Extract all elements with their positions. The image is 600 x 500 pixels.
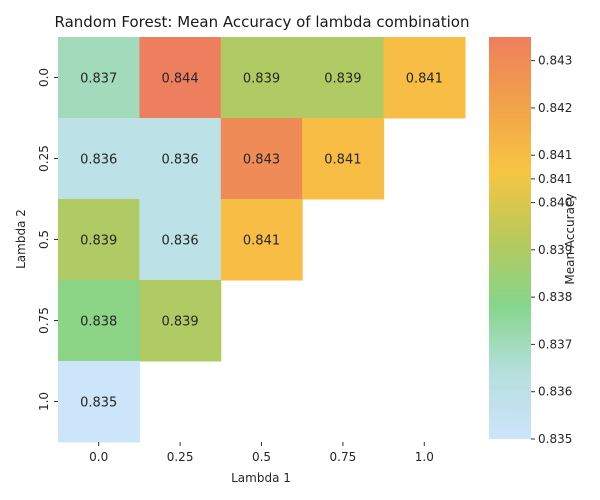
cell-value-label: 0.841	[406, 72, 443, 87]
heatmap-cell	[220, 199, 303, 281]
heatmap-cell	[58, 199, 140, 281]
heatmap-cell	[139, 199, 222, 281]
colorbar-tick-label: 0.843	[538, 54, 572, 68]
cell-value-label: 0.836	[161, 153, 198, 168]
colorbar-tick-label: 0.835	[538, 432, 572, 446]
heatmap-cell	[220, 118, 303, 200]
y-axis-label: Lambda 2	[14, 209, 28, 269]
colorbar-tick-label: 0.838	[538, 290, 572, 304]
heatmap-cell	[139, 280, 222, 362]
y-tick-label: 0.5	[37, 230, 51, 249]
y-tick-label: 0.75	[37, 307, 51, 334]
heatmap-cell	[139, 118, 222, 200]
heatmap-cell	[58, 280, 140, 362]
colorbar-tick-label: 0.841	[538, 172, 572, 186]
heatmap-cell	[139, 37, 222, 119]
cell-value-label: 0.839	[324, 72, 361, 87]
cell-value-label: 0.835	[80, 396, 117, 411]
heatmap-cells: 0.837 0.844 0.839 0.839 0.841 0.836 0.836 0.843…	[58, 37, 466, 443]
cell-value-label: 0.843	[243, 153, 280, 168]
colorbar-tick-label: 0.842	[538, 101, 572, 115]
cell-value-label: 0.838	[80, 315, 117, 330]
y-tick-label: 0.25	[37, 145, 51, 172]
heatmap-cell	[58, 118, 140, 200]
colorbar	[489, 37, 531, 439]
heatmap-cell	[383, 37, 466, 119]
colorbar-tick-label: 0.841	[538, 148, 572, 162]
x-axis-ticks: 0.0 0.25 0.5 0.75 1.0	[89, 442, 434, 464]
cell-value-label: 0.837	[80, 72, 117, 87]
cell-value-label: 0.836	[80, 153, 117, 168]
x-tick-label: 0.0	[89, 450, 108, 464]
x-tick-label: 1.0	[415, 450, 434, 464]
heatmap-cell	[220, 37, 303, 119]
y-tick-label: 0.0	[37, 68, 51, 87]
cell-value-label: 0.841	[243, 234, 280, 249]
x-tick-label: 0.25	[167, 450, 194, 464]
colorbar-ticks: 0.835 0.836 0.837 0.838 0.839 0.840 0.841 0.841…	[531, 54, 572, 446]
x-axis-label: Lambda 1	[231, 471, 291, 485]
heatmap-cell	[302, 118, 385, 200]
chart-title: Random Forest: Mean Accuracy of lambda c…	[55, 13, 470, 31]
cell-value-label: 0.836	[161, 234, 198, 249]
colorbar-tick-label: 0.839	[538, 243, 572, 257]
cell-value-label: 0.839	[243, 72, 280, 87]
heatmap-cell	[58, 361, 140, 443]
cell-value-label: 0.844	[161, 72, 198, 87]
y-axis-ticks: 0.0 0.25 0.5 0.75 1.0	[37, 68, 58, 411]
x-tick-label: 0.5	[252, 450, 271, 464]
colorbar-tick-label: 0.836	[538, 385, 572, 399]
colorbar-tick-label: 0.840	[538, 196, 572, 210]
heatmap-cell	[302, 37, 385, 119]
heatmap-cell	[58, 37, 140, 119]
cell-value-label: 0.839	[161, 315, 198, 330]
y-tick-label: 1.0	[37, 392, 51, 411]
x-tick-label: 0.75	[330, 450, 357, 464]
colorbar-label: Mean Accuracy	[563, 193, 577, 284]
cell-value-label: 0.841	[324, 153, 361, 168]
colorbar-tick-label: 0.837	[538, 337, 572, 351]
cell-value-label: 0.839	[80, 234, 117, 249]
